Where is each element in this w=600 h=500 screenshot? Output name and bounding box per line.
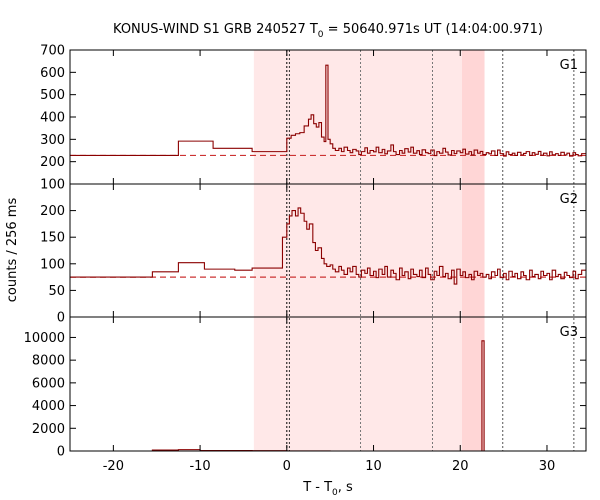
x-tick-label: 20 — [452, 459, 469, 474]
y-tick-label-G2: 200 — [40, 204, 65, 219]
y-tick-label-G1: 400 — [40, 111, 65, 126]
y-axis-label: counts / 256 ms — [5, 198, 20, 303]
y-tick-label-G3: 10000 — [24, 331, 65, 346]
shaded-region-0 — [253, 50, 462, 451]
y-tick-label-G1: 500 — [40, 88, 65, 103]
y-tick-label-G3: 4000 — [32, 399, 65, 414]
x-tick-label: 0 — [283, 459, 291, 474]
shaded-region-1 — [461, 50, 485, 451]
y-tick-label-G2: 50 — [48, 284, 65, 299]
panel-frame-G3 — [69, 316, 587, 452]
y-tick-label-G3: 6000 — [32, 376, 65, 391]
y-tick-label-G1: 600 — [40, 66, 65, 81]
y-tick-label-G1: 300 — [40, 133, 65, 148]
x-axis-label: T - T0, s — [302, 480, 353, 498]
y-tick-label-G2: 150 — [40, 231, 65, 246]
chart-title: KONUS-WIND S1 GRB 240527 T0 = 50640.971s… — [113, 22, 543, 40]
x-tick-label: -10 — [189, 459, 210, 474]
y-tick-label-G3: 0 — [57, 445, 65, 460]
x-tick-label: 10 — [365, 459, 382, 474]
panel-label-G3: G3 — [560, 325, 578, 340]
x-tick-label: 30 — [539, 459, 556, 474]
y-tick-label-G2: 0 — [57, 311, 65, 326]
light-curve-G1 — [70, 64, 586, 157]
y-tick-label-G3: 2000 — [32, 422, 65, 437]
y-tick-label-G2: 100 — [40, 257, 65, 272]
panel-label-G1: G1 — [560, 58, 578, 73]
y-tick-label-G1: 200 — [40, 155, 65, 170]
light-curve-G2 — [70, 207, 586, 285]
x-tick-label: -20 — [103, 459, 124, 474]
y-tick-label-G1: 700 — [40, 44, 65, 59]
panel-label-G2: G2 — [560, 192, 578, 207]
y-tick-label-G1: 100 — [40, 178, 65, 193]
y-tick-label-G3: 8000 — [32, 354, 65, 369]
